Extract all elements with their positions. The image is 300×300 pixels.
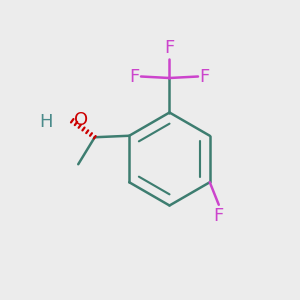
Text: F: F: [164, 39, 175, 57]
Text: F: F: [214, 207, 224, 225]
Text: H: H: [39, 113, 53, 131]
Text: F: F: [200, 68, 210, 85]
Text: O: O: [74, 111, 88, 129]
Text: F: F: [129, 68, 140, 85]
